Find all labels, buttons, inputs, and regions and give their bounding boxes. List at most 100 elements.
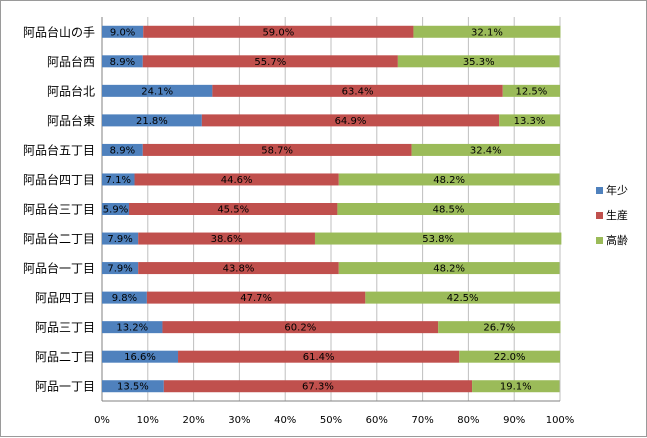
category-label: 阿品台西	[47, 54, 95, 69]
category-label: 阿品台二丁目	[23, 231, 95, 246]
x-tick-label: 20%	[182, 415, 204, 426]
legend-label: 高齢	[606, 233, 628, 247]
bar-segment	[102, 380, 164, 393]
data-label: 67.3%	[302, 382, 334, 393]
category-label: 阿品二丁目	[35, 350, 95, 364]
x-tick-label: 50%	[320, 415, 342, 426]
category-label: 阿品台一丁目	[23, 261, 95, 276]
data-label: 55.7%	[254, 57, 286, 68]
bar-segment	[146, 291, 366, 304]
data-label: 38.6%	[211, 234, 243, 245]
data-label: 26.7%	[483, 323, 515, 334]
data-label: 43.8%	[223, 264, 255, 275]
legend-swatch	[596, 187, 603, 194]
data-label: 7.1%	[106, 175, 131, 186]
bar-segment	[142, 55, 398, 68]
category-label: 阿品台東	[47, 113, 95, 128]
category-labels: 阿品台山の手阿品台西阿品台北阿品台東阿品台五丁目阿品台四丁目阿品台三丁目阿品台二…	[23, 24, 95, 393]
bar-segment	[337, 203, 560, 215]
bar-segment	[338, 173, 560, 186]
bar-segment	[314, 232, 562, 245]
data-label: 32.4%	[470, 145, 502, 156]
data-label: 21.8%	[136, 116, 168, 127]
data-label: 12.5%	[515, 86, 547, 97]
data-label: 35.3%	[463, 57, 495, 68]
bar-segment	[178, 350, 460, 363]
bar-segment	[143, 25, 414, 38]
bar-segment	[438, 321, 561, 334]
data-label: 48.5%	[433, 205, 465, 216]
data-label: 13.5%	[117, 382, 149, 393]
bar-segment	[129, 203, 338, 215]
bar-segment	[102, 173, 135, 186]
bar-segment	[102, 25, 144, 38]
data-label: 8.9%	[110, 57, 135, 68]
bar-segment	[459, 350, 560, 363]
data-label: 44.6%	[221, 175, 253, 186]
bar-segment	[102, 84, 213, 97]
bar-segment	[201, 114, 500, 127]
bar-segment	[102, 55, 143, 68]
x-tick-label: 10%	[137, 415, 159, 426]
bar-segment	[138, 262, 339, 275]
bar-segment	[102, 291, 147, 304]
x-tick-label: 100%	[546, 415, 575, 426]
data-label: 7.9%	[107, 264, 132, 275]
data-label: 9.0%	[110, 27, 135, 38]
bar-segment	[338, 262, 560, 275]
x-tick-label: 40%	[274, 415, 296, 426]
data-label: 63.4%	[342, 86, 374, 97]
bar-segment	[102, 203, 130, 215]
data-label: 32.1%	[471, 27, 503, 38]
bar-segment	[413, 25, 561, 38]
data-label: 58.7%	[261, 145, 293, 156]
data-label: 45.5%	[217, 205, 249, 216]
x-tick-label: 60%	[366, 415, 388, 426]
bar-segment	[102, 232, 139, 245]
category-label: 阿品四丁目	[35, 291, 95, 305]
category-label: 阿品台北	[47, 83, 95, 98]
x-tick-label: 70%	[411, 415, 433, 426]
data-label: 8.9%	[110, 145, 135, 156]
category-label: 阿品三丁目	[35, 321, 95, 335]
bar-segment	[162, 321, 439, 334]
bar-segment	[102, 350, 179, 363]
legend-label: 年少	[606, 183, 628, 197]
legend-swatch	[596, 212, 603, 219]
data-label: 19.1%	[500, 382, 532, 393]
category-label: 阿品台四丁目	[23, 172, 95, 187]
bar-segment	[163, 380, 473, 393]
bar-segment	[142, 143, 412, 156]
x-tick-label: 0%	[94, 415, 110, 426]
bar-segment	[102, 262, 139, 275]
data-label: 5.9%	[103, 205, 128, 216]
data-label: 9.8%	[112, 293, 137, 304]
category-label: 阿品台山の手	[23, 24, 95, 39]
bar-segment	[102, 114, 202, 127]
data-label: 64.9%	[335, 116, 367, 127]
x-tick-label: 30%	[228, 415, 250, 426]
bar-segment	[502, 84, 560, 97]
data-label: 7.9%	[107, 234, 132, 245]
data-label: 16.6%	[124, 352, 156, 363]
bar-segment	[212, 84, 503, 97]
bar-segment	[138, 232, 315, 245]
data-label: 47.7%	[240, 293, 272, 304]
x-axis-ticks: 0% 10% 20% 30% 40% 50% 60% 70% 80% 90% 100%	[94, 415, 574, 426]
bar-segment	[411, 143, 560, 156]
x-tick-label: 80%	[457, 415, 479, 426]
legend-label: 生産	[606, 208, 628, 222]
data-label: 60.2%	[284, 323, 316, 334]
data-label: 13.2%	[116, 323, 148, 334]
data-label: 22.0%	[494, 352, 526, 363]
bar-segment	[499, 114, 560, 127]
data-label: 48.2%	[433, 175, 465, 186]
bar-segment	[102, 321, 163, 334]
data-label: 59.0%	[262, 27, 294, 38]
category-label: 阿品台三丁目	[23, 202, 95, 217]
bar-segment	[397, 55, 560, 68]
x-tick-label: 90%	[503, 415, 525, 426]
